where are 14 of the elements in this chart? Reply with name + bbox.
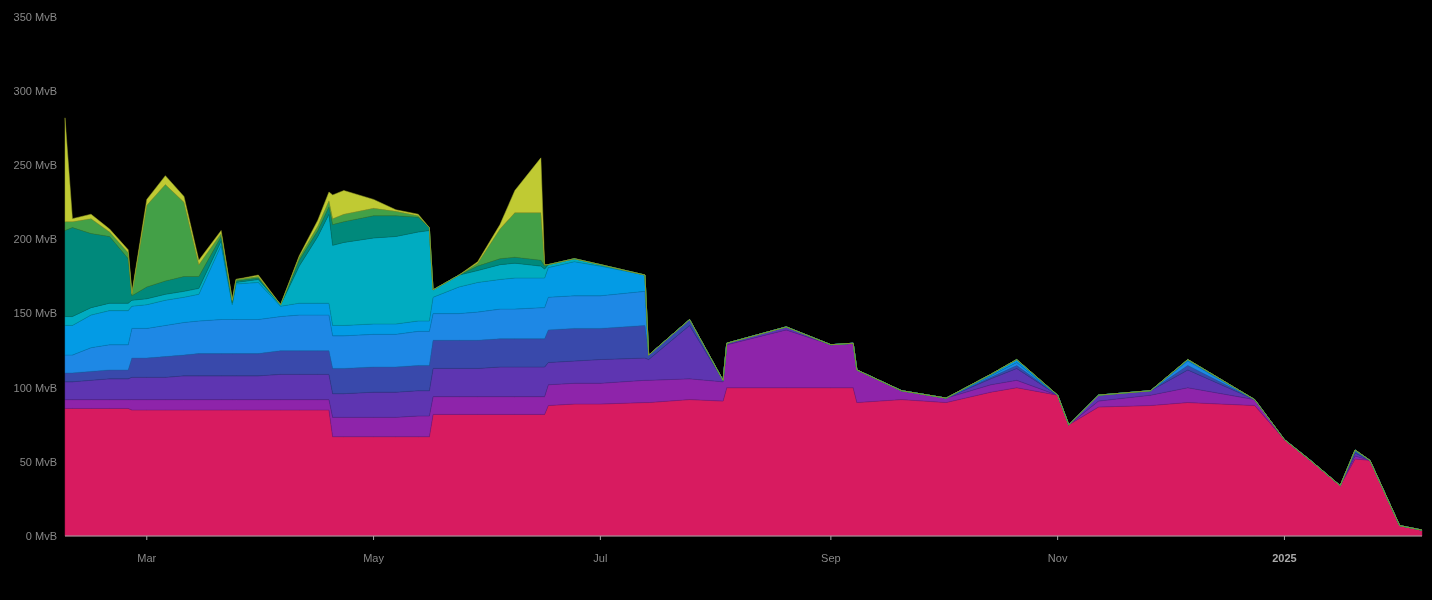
y-tick-label: 250 MvB <box>13 159 57 172</box>
y-tick-label: 100 MvB <box>13 381 57 394</box>
y-tick-label: 350 MvB <box>13 10 57 23</box>
y-tick-label: 200 MvB <box>13 233 57 246</box>
y-tick-label: 300 MvB <box>13 84 57 97</box>
x-tick-label: May <box>363 552 385 564</box>
x-tick-label: Mar <box>137 552 157 564</box>
y-tick-label: 50 MvB <box>19 455 57 468</box>
y-tick-label: 0 MvB <box>25 529 57 542</box>
y-tick-label: 150 MvB <box>13 307 57 320</box>
x-tick-label: Nov <box>1047 552 1068 564</box>
x-tick-label: Sep <box>821 552 841 564</box>
x-tick-label: Jul <box>593 552 608 564</box>
x-tick-label: 2025 <box>1272 552 1297 564</box>
